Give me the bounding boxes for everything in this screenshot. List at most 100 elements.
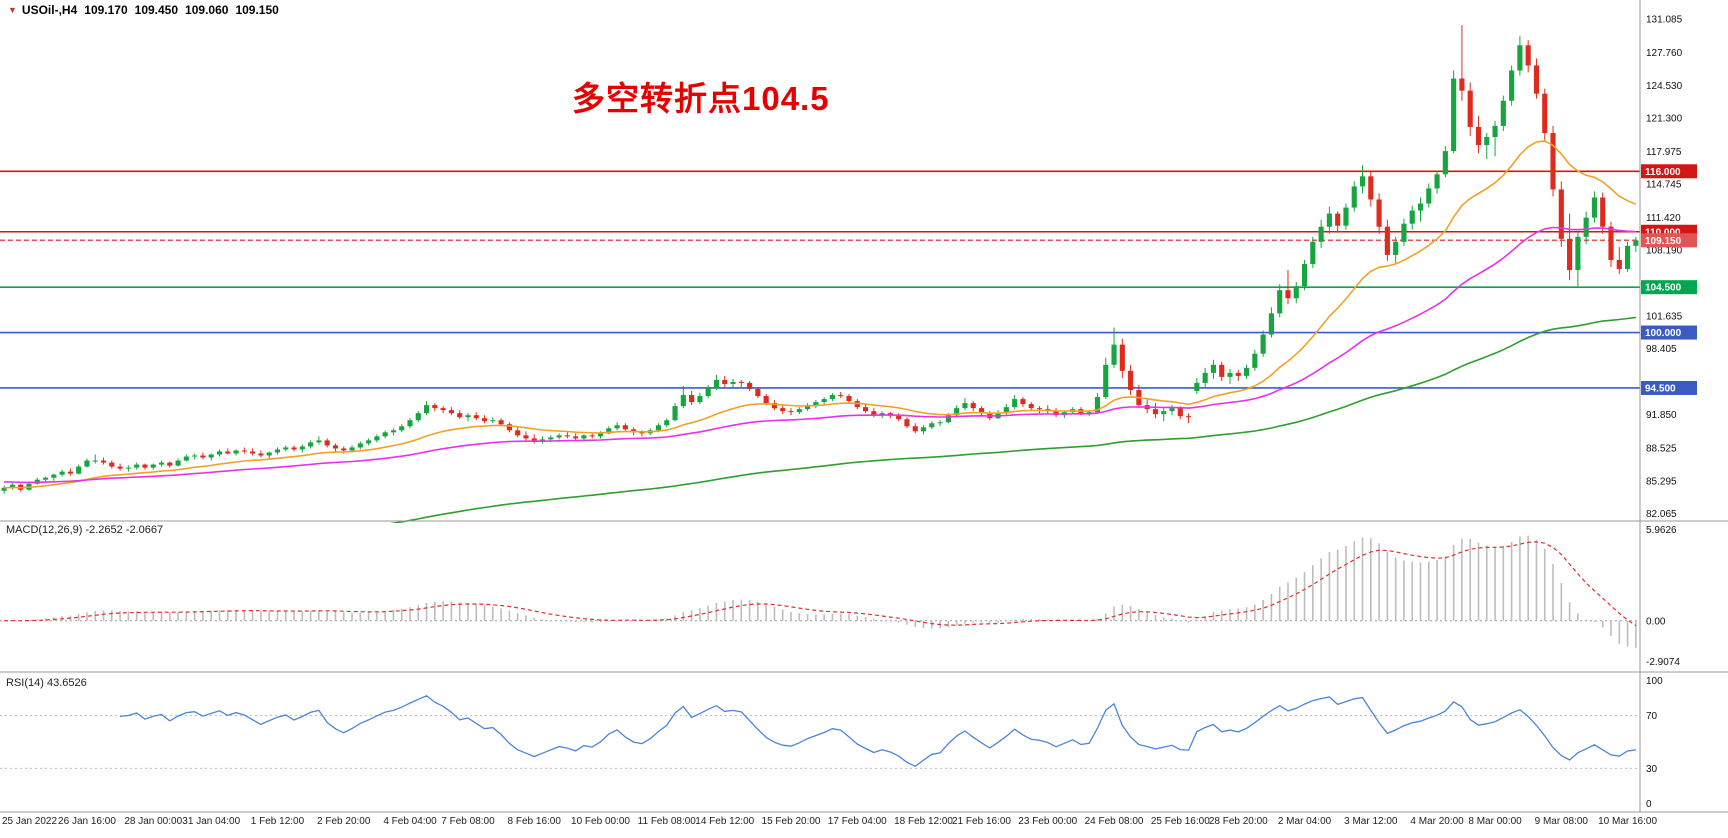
candle-body [1475, 126, 1482, 146]
time-axis-label: 8 Feb 16:00 [508, 816, 562, 827]
candle-body [970, 403, 976, 409]
ma-fast-line [4, 140, 1637, 489]
candle-body [506, 424, 512, 431]
candle-body [871, 411, 877, 416]
rsi-scale-label: 100 [1646, 676, 1663, 687]
candle-body [1268, 313, 1274, 335]
candle-body [796, 409, 802, 413]
macd-panel[interactable] [0, 535, 1640, 648]
candle-body [1417, 203, 1424, 211]
candle-body [1517, 45, 1523, 71]
price-axis-label: 111.420 [1646, 213, 1681, 224]
price-axis-label: 121.300 [1646, 113, 1683, 124]
candle-body [664, 420, 670, 426]
candle-body [904, 419, 910, 427]
candle-body [747, 382, 753, 389]
time-axis-label: 4 Feb 04:00 [383, 816, 437, 827]
candle-body [109, 462, 115, 467]
candle-body [771, 403, 778, 409]
candle-body [142, 464, 148, 468]
candle-body [846, 396, 852, 402]
candles-layer [1, 25, 1639, 494]
time-axis-label: 8 Mar 00:00 [1468, 816, 1522, 827]
candle-body [1235, 372, 1241, 376]
candle-body [283, 447, 289, 450]
time-axis-label: 25 Jan 2022 [2, 816, 57, 827]
candle-body [1028, 404, 1034, 409]
candle-body [1525, 45, 1531, 66]
candle-body [1384, 226, 1390, 255]
candle-body [332, 445, 339, 449]
time-axis-label: 28 Feb 20:00 [1209, 816, 1268, 827]
time-axis-label: 17 Feb 04:00 [828, 816, 887, 827]
candle-body [929, 423, 935, 428]
candle-body [1351, 186, 1357, 208]
candle-body [1119, 344, 1125, 371]
candle-body [440, 408, 446, 411]
candle-body [805, 405, 811, 410]
candle-body [1210, 364, 1217, 373]
price-tag-text: 94.500 [1645, 383, 1676, 394]
candle-body [1500, 100, 1506, 126]
candle-body [490, 420, 496, 422]
candle-body [1484, 137, 1490, 146]
candle-body [1608, 226, 1614, 260]
candle-body [962, 403, 968, 409]
candle-body [780, 408, 786, 412]
candle-body [473, 415, 479, 419]
candle-body [357, 443, 363, 448]
candle-body [1567, 238, 1573, 271]
price-axis-label: 114.745 [1646, 179, 1682, 190]
candle-body [1086, 412, 1092, 414]
candle-body [614, 425, 620, 429]
candle-body [556, 435, 562, 438]
price-axis-label: 98.405 [1646, 344, 1677, 355]
candle-body [9, 484, 15, 488]
ma-slow-line [389, 316, 1637, 523]
time-axis-label: 3 Mar 12:00 [1344, 816, 1398, 827]
candle-body [349, 447, 355, 451]
candle-body [1558, 189, 1564, 239]
candle-body [1625, 245, 1631, 270]
candle-body [838, 395, 844, 397]
candle-body [100, 460, 107, 463]
main-chart-area[interactable] [0, 25, 1640, 588]
candle-body [225, 451, 231, 454]
candle-body [374, 436, 380, 441]
price-tag-text: 100.000 [1645, 328, 1682, 339]
candle-body [1343, 207, 1349, 226]
price-tag-text: 116.000 [1645, 167, 1681, 178]
candle-body [1401, 223, 1407, 242]
price-tag-text: 110.000 [1645, 227, 1681, 238]
candle-body [1, 487, 7, 491]
candle-body [920, 427, 927, 432]
candle-body [1111, 344, 1117, 365]
candle-body [680, 395, 686, 407]
chart-annotation-text: 多空转折点104.5 [572, 80, 830, 117]
rsi-panel[interactable] [0, 695, 1640, 769]
candle-body [1227, 372, 1233, 377]
candle-body [42, 477, 49, 480]
price-axis-label: 88.525 [1646, 444, 1677, 455]
candle-body [813, 402, 819, 406]
price-axis-label: 131.085 [1646, 15, 1683, 26]
time-axis-label: 14 Feb 12:00 [695, 816, 754, 827]
price-tag-104.500: 104.500 [1641, 280, 1697, 295]
candle-body [523, 435, 529, 439]
candle-body [457, 413, 463, 418]
time-axis-label: 25 Feb 16:00 [1151, 816, 1210, 827]
candle-body [241, 450, 247, 452]
candle-body [308, 442, 314, 447]
price-axis-label: 117.975 [1646, 147, 1682, 158]
candle-body [183, 456, 189, 461]
candle-body [59, 471, 65, 475]
candle-body [1600, 197, 1606, 227]
candle-body [208, 454, 214, 458]
candle-body [1335, 213, 1341, 226]
candle-body [1252, 353, 1258, 368]
price-axis-label: 82.065 [1646, 509, 1677, 520]
price-axis-label: 124.530 [1646, 81, 1683, 92]
price-tag-text: 104.500 [1645, 283, 1682, 294]
price-axis-label: 108.190 [1646, 245, 1683, 256]
